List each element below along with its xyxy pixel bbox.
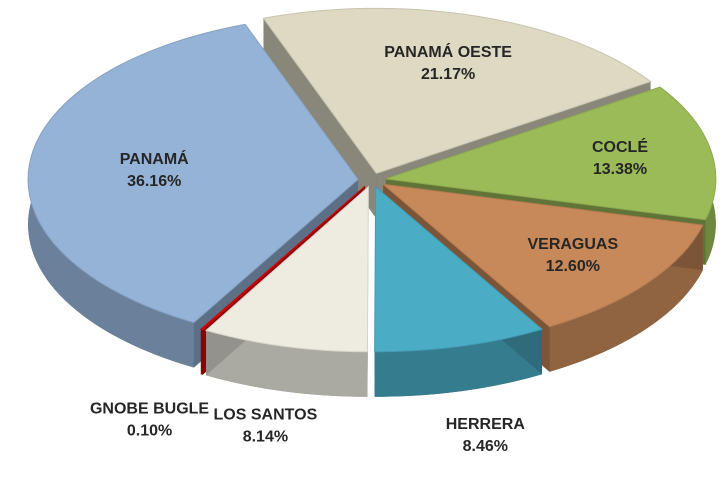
slice-value-label: 0.10% [127, 423, 172, 440]
slice-label: PANAMÁ OESTE [384, 42, 512, 61]
slice-value-label: 36.16% [127, 173, 181, 190]
slice [205, 185, 369, 353]
slice-value-label: 21.17% [421, 66, 475, 83]
slice-label: VERAGUAS [527, 236, 618, 253]
slice-value-label: 8.46% [463, 438, 508, 455]
slice-label: PANAMÁ [120, 149, 189, 168]
slice [381, 183, 704, 328]
slice [199, 185, 366, 331]
slice-label: HERRERA [446, 416, 526, 433]
slice [262, 7, 652, 174]
slice-value-label: 8.14% [243, 429, 288, 446]
slice [374, 185, 544, 353]
slice-value-label: 12.60% [546, 258, 600, 275]
slice-label: GNOBE BUGLE [90, 401, 209, 418]
slice-value-label: 13.38% [593, 161, 647, 178]
slice [385, 86, 717, 221]
slice-wall [549, 225, 703, 372]
slice-label: COCLÉ [592, 137, 648, 156]
slice [27, 23, 359, 324]
slice-wall [374, 329, 543, 397]
slice-label: LOS SANTOS [214, 407, 318, 424]
slice-wall [206, 330, 368, 397]
